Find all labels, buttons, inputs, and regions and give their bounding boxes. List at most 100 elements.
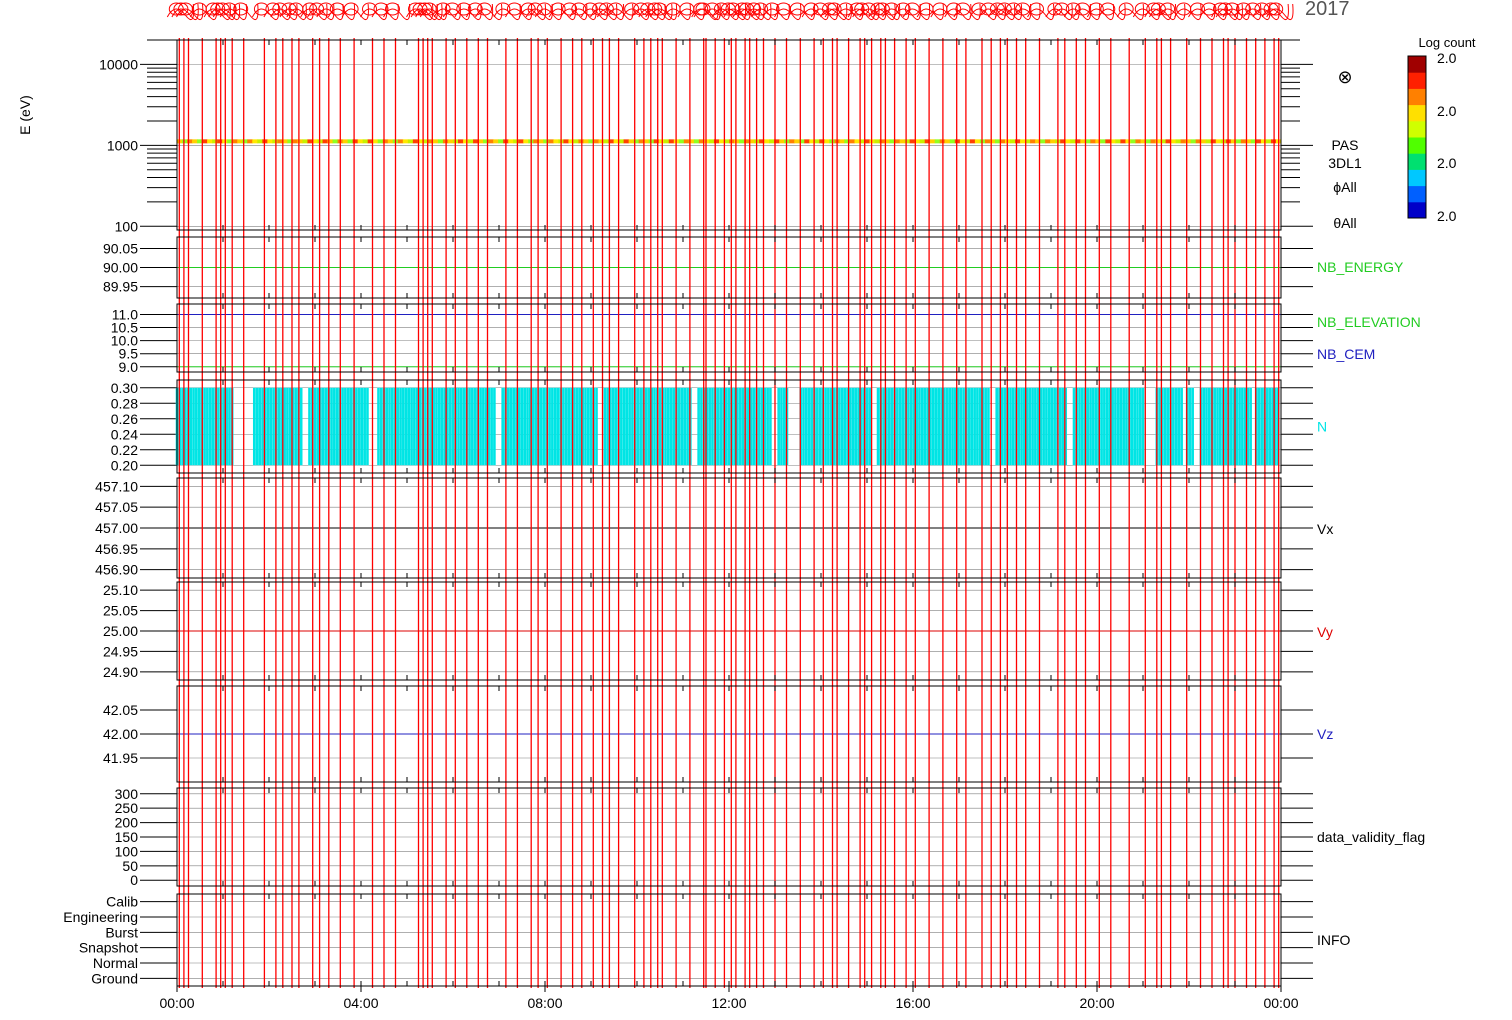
ytick-label-nb_elevation_cem-1: 9.5 bbox=[119, 346, 139, 362]
series-label-density: N bbox=[1317, 419, 1327, 435]
energy-band-cell-180 bbox=[1080, 139, 1086, 144]
energy-band-cell-3 bbox=[192, 139, 198, 144]
energy-band-cell-94 bbox=[648, 139, 655, 144]
ytick-label-vz-0: 41.95 bbox=[103, 750, 138, 766]
energy-band-cell-109 bbox=[723, 139, 730, 144]
energy-band-cell-138 bbox=[869, 139, 876, 144]
pas-label-2: ϕAll bbox=[1333, 179, 1356, 195]
colorbar-tick-label-1: 2.0 bbox=[1437, 103, 1457, 119]
panel-frame-pas_energy bbox=[176, 39, 1282, 231]
series-label-vz-0: Vz bbox=[1317, 726, 1333, 742]
header-scribble-stroke-36 bbox=[548, 3, 576, 21]
series-label-vy-0: Vy bbox=[1317, 624, 1333, 640]
energy-band-cell-149 bbox=[924, 139, 931, 144]
colorbar-segment-6 bbox=[1408, 104, 1426, 122]
colorbar-segment-7 bbox=[1408, 88, 1426, 106]
energy-band-cell-107 bbox=[713, 139, 720, 144]
energy-band-cell-40 bbox=[377, 139, 384, 144]
header-scribble-92 bbox=[1100, 2, 1116, 16]
header-scribble-stroke-90 bbox=[1073, 3, 1101, 21]
energy-band-cell-145 bbox=[904, 139, 911, 144]
energy-band-cell-155 bbox=[954, 139, 961, 144]
ytick-label-nb_energy-1: 90.00 bbox=[103, 260, 138, 276]
xtick-label-3: 12:00 bbox=[711, 995, 746, 1011]
panel-vy: 24.90 24.95 25.00 25.05 25.10 Vy bbox=[103, 582, 1333, 680]
energy-band-cell-24 bbox=[297, 139, 303, 144]
energy-band-cell-176 bbox=[1060, 139, 1066, 144]
energy-band-cell-134 bbox=[849, 139, 855, 144]
xtick-label-4: 16:00 bbox=[895, 995, 930, 1011]
colorbar-segment-1 bbox=[1408, 185, 1426, 203]
ytick-label-pas_energy-2: 10000 bbox=[99, 56, 138, 72]
energy-band-cell-160 bbox=[979, 139, 986, 144]
energy-band-cell-103 bbox=[693, 139, 700, 144]
energy-band-cell-12 bbox=[237, 139, 243, 144]
colorbar-segment-3 bbox=[1408, 153, 1426, 170]
header-scribble-30 bbox=[477, 2, 492, 16]
ytick-label-nb_elevation_cem-0: 9.0 bbox=[119, 359, 139, 375]
energy-band-cell-170 bbox=[1030, 139, 1036, 144]
energy-band-cell-198 bbox=[1170, 139, 1177, 144]
energy-band-cell-92 bbox=[638, 139, 645, 144]
energy-band-cell-164 bbox=[999, 139, 1006, 144]
energy-band-cell-120 bbox=[779, 139, 785, 144]
panel-density: 0.200.220.240.260.280.30 N bbox=[111, 380, 1327, 474]
colorbar-segment-9 bbox=[1408, 56, 1426, 73]
energy-band-cell-86 bbox=[608, 139, 615, 144]
ytick-label-vy-4: 25.10 bbox=[103, 582, 138, 598]
header-scribble-97 bbox=[1160, 2, 1176, 16]
energy-band-cell-26 bbox=[307, 139, 313, 144]
xtick-label-1: 04:00 bbox=[343, 995, 378, 1011]
energy-band-cell-153 bbox=[944, 139, 951, 144]
ytick-label-vz-2: 42.05 bbox=[103, 702, 138, 718]
header-scribble-stroke-107 bbox=[1261, 3, 1289, 21]
energy-band-cell-162 bbox=[989, 139, 996, 144]
header-scribble-stroke-85 bbox=[1013, 3, 1041, 21]
panel-nb_energy: 89.95 90.00 90.05 NB_ENERGY bbox=[103, 240, 1404, 294]
ytick-label-vx-1: 456.95 bbox=[95, 541, 138, 557]
xtick-label-0: 00:00 bbox=[159, 995, 194, 1011]
energy-band-cell-57 bbox=[463, 139, 469, 144]
energy-band-cell-5 bbox=[202, 139, 208, 144]
header-scribble-stroke-21 bbox=[383, 3, 411, 21]
time-axis: 00:00 04:00 08:00 12:00 16:00 20:00 00:00 bbox=[159, 986, 1299, 1011]
energy-band-cell-205 bbox=[1205, 139, 1212, 144]
header-scribble-67 bbox=[838, 2, 854, 16]
energy-band-cell-28 bbox=[317, 139, 324, 144]
energy-band-cell-117 bbox=[764, 139, 770, 144]
header-scribble-stroke-73 bbox=[882, 3, 910, 21]
ytick-label-pas_energy-1: 1000 bbox=[107, 137, 138, 153]
header-scribble-stroke-75 bbox=[902, 3, 931, 21]
energy-band-cell-38 bbox=[367, 139, 374, 144]
colorbar-segment-0 bbox=[1408, 201, 1426, 219]
energy-band-cell-1 bbox=[182, 139, 188, 144]
series-label-nb_elevation_cem-1: NB_CEM bbox=[1317, 346, 1375, 362]
header-scribble-stroke-27 bbox=[442, 3, 471, 21]
series-label-info-0: INFO bbox=[1317, 932, 1351, 948]
panel-frame-info bbox=[176, 893, 1282, 987]
energy-band-cell-35 bbox=[352, 139, 359, 144]
header-scribble-28 bbox=[456, 2, 472, 16]
energy-band-cell-127 bbox=[814, 139, 820, 144]
header-scribble-stroke-19 bbox=[360, 3, 388, 21]
energy-band-cell-69 bbox=[523, 139, 529, 144]
xtick-label-2: 08:00 bbox=[527, 995, 562, 1011]
energy-band-cell-98 bbox=[668, 139, 675, 144]
header-scribble-stroke-65 bbox=[820, 3, 848, 21]
energy-band-cell-203 bbox=[1195, 139, 1202, 144]
energy-band-cell-36 bbox=[357, 139, 364, 144]
energy-band-cell-74 bbox=[548, 139, 554, 144]
energy-band-cell-194 bbox=[1150, 139, 1157, 144]
header-scribble-8 bbox=[233, 2, 249, 16]
header-scribble-20 bbox=[373, 2, 389, 16]
panel-vz: 41.95 42.00 42.05 Vz bbox=[103, 702, 1333, 766]
panel-pas_energy: 100 1000 10000 E (eV) PAS 3DL1 ϕAll θAll ⊗ bbox=[17, 39, 1362, 234]
energy-band-cell-33 bbox=[342, 139, 349, 144]
ytick-label-vx-3: 457.05 bbox=[95, 499, 138, 515]
energy-band-cell-140 bbox=[879, 139, 886, 144]
header-scribble-100 bbox=[1201, 2, 1217, 16]
header-scribble-88 bbox=[1054, 2, 1070, 16]
energy-band-cell-77 bbox=[563, 139, 569, 144]
energy-band-cell-193 bbox=[1145, 139, 1152, 144]
energy-band-cell-87 bbox=[613, 139, 620, 144]
